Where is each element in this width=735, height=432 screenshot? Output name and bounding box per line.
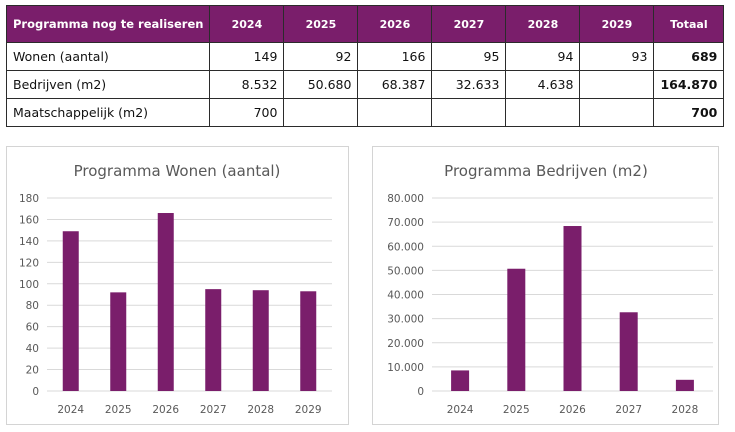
table-cell: 8.532 (209, 70, 285, 99)
header-program: Programma nog te realiseren (5, 5, 211, 43)
table-cell: 166 (357, 42, 433, 71)
y-tick-label: 40 (26, 343, 39, 355)
header-total: Totaal (653, 5, 725, 43)
table-cell (431, 98, 507, 127)
program-table: Programma nog te realiseren 2024 2025 20… (5, 5, 725, 127)
table-row: Maatschappelijk (m2) 700 700 (5, 98, 725, 127)
chart-wonen: Programma Wonen (aantal) 0 20 40 60 80 100 120… (6, 146, 349, 425)
x-tick-label: 2027 (200, 404, 227, 416)
y-tick-label: 0 (32, 386, 39, 398)
x-tick-label: 2026 (559, 404, 586, 416)
x-tick-label: 2026 (152, 404, 179, 416)
y-tick-label: 180 (19, 193, 39, 205)
table-cell (357, 98, 433, 127)
x-tick-label: 2024 (447, 404, 474, 416)
x-tick-label: 2025 (105, 404, 132, 416)
row-total: 700 (653, 98, 725, 127)
y-tick-label: 100 (19, 279, 39, 291)
table-cell: 94 (505, 42, 581, 71)
y-tick-label: 0 (417, 386, 424, 398)
bar-2027 (205, 289, 222, 391)
x-tick-label: 2028 (247, 404, 274, 416)
row-total: 689 (653, 42, 725, 71)
chart-title: Programma Bedrijven (m2) (444, 162, 648, 180)
table-cell: 4.638 (505, 70, 581, 99)
bar-2029 (300, 291, 317, 391)
table-cell: 32.633 (431, 70, 507, 99)
y-tick-label: 50.000 (387, 265, 424, 277)
y-tick-label: 20.000 (387, 338, 424, 350)
y-tick-label: 70.000 (387, 217, 424, 229)
bar-2024 (62, 231, 79, 391)
bar-2028 (252, 290, 269, 391)
header-2029: 2029 (579, 5, 655, 43)
table-cell: 95 (431, 42, 507, 71)
bar-2024 (451, 370, 470, 391)
table-row: Bedrijven (m2) 8.532 50.680 68.387 32.63… (5, 70, 725, 99)
y-tick-label: 80 (26, 300, 39, 312)
header-2024: 2024 (209, 5, 285, 43)
table-cell: 700 (209, 98, 285, 127)
bar-2026 (563, 226, 582, 391)
header-2028: 2028 (505, 5, 581, 43)
y-tick-label: 120 (19, 257, 39, 269)
table-cell: 93 (579, 42, 655, 71)
y-tick-label: 10.000 (387, 362, 424, 374)
table-cell (505, 98, 581, 127)
table-cell: 149 (209, 42, 285, 71)
chart-wonen-svg: Programma Wonen (aantal) 0 20 40 60 80 100 120… (19, 162, 332, 416)
y-tick-label: 160 (19, 214, 39, 226)
y-tick-label: 80.000 (387, 193, 424, 205)
row-label: Wonen (aantal) (5, 42, 211, 71)
bar-2028 (675, 379, 694, 391)
y-tick-label: 60 (26, 322, 39, 334)
header-2027: 2027 (431, 5, 507, 43)
x-tick-label: 2025 (503, 404, 530, 416)
bar-2025 (110, 292, 127, 391)
x-tick-label: 2027 (615, 404, 642, 416)
x-tick-label: 2024 (57, 404, 84, 416)
row-label: Maatschappelijk (m2) (5, 98, 211, 127)
table-cell (283, 98, 359, 127)
table-cell: 92 (283, 42, 359, 71)
y-tick-label: 30.000 (387, 314, 424, 326)
bar-2027 (619, 312, 638, 391)
y-tick-label: 20 (26, 365, 39, 377)
y-tick-label: 140 (19, 236, 39, 248)
x-tick-label: 2029 (295, 404, 322, 416)
header-2026: 2026 (357, 5, 433, 43)
chart-title: Programma Wonen (aantal) (74, 162, 281, 180)
table-cell (579, 98, 655, 127)
bar-2026 (157, 213, 174, 391)
y-tick-label: 60.000 (387, 241, 424, 253)
table-cell (579, 70, 655, 99)
table-cell: 68.387 (357, 70, 433, 99)
y-tick-label: 40.000 (387, 290, 424, 302)
bar-2025 (507, 268, 526, 391)
table-cell: 50.680 (283, 70, 359, 99)
table-header-row: Programma nog te realiseren 2024 2025 20… (5, 5, 725, 43)
header-2025: 2025 (283, 5, 359, 43)
chart-bedrijven-svg: Programma Bedrijven (m2) 0 10.000 20.000 30… (387, 162, 713, 416)
chart-bedrijven: Programma Bedrijven (m2) 0 10.000 20.000 30… (372, 146, 719, 425)
table-row: Wonen (aantal) 149 92 166 95 94 93 689 (5, 42, 725, 71)
row-total: 164.870 (653, 70, 725, 99)
x-tick-label: 2028 (672, 404, 699, 416)
row-label: Bedrijven (m2) (5, 70, 211, 99)
